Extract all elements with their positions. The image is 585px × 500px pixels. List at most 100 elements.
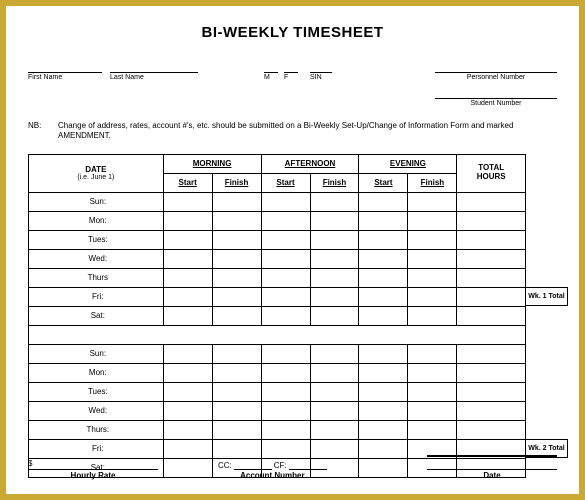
time-cell[interactable] bbox=[261, 230, 310, 249]
time-cell[interactable] bbox=[457, 306, 526, 325]
time-cell[interactable] bbox=[212, 211, 261, 230]
cc-input[interactable] bbox=[234, 458, 272, 470]
hourly-rate-input[interactable]: $ bbox=[28, 456, 158, 470]
time-cell[interactable] bbox=[408, 420, 457, 439]
time-cell[interactable] bbox=[408, 268, 457, 287]
time-cell[interactable] bbox=[457, 382, 526, 401]
time-cell[interactable] bbox=[261, 363, 310, 382]
time-cell[interactable] bbox=[212, 230, 261, 249]
time-cell[interactable] bbox=[310, 420, 359, 439]
time-cell[interactable] bbox=[212, 344, 261, 363]
time-cell[interactable] bbox=[163, 249, 212, 268]
time-cell[interactable] bbox=[163, 363, 212, 382]
gender-m-input[interactable] bbox=[264, 61, 278, 73]
time-cell[interactable] bbox=[359, 382, 408, 401]
time-cell[interactable] bbox=[163, 420, 212, 439]
time-cell[interactable] bbox=[457, 211, 526, 230]
time-cell[interactable] bbox=[261, 268, 310, 287]
time-cell[interactable] bbox=[310, 230, 359, 249]
cf-input[interactable] bbox=[289, 458, 327, 470]
time-cell[interactable] bbox=[261, 382, 310, 401]
time-cell[interactable] bbox=[359, 287, 408, 306]
timesheet-page: BI-WEEKLY TIMESHEET First Name Last Name… bbox=[6, 6, 579, 494]
time-cell[interactable] bbox=[408, 306, 457, 325]
time-cell[interactable] bbox=[310, 268, 359, 287]
time-cell[interactable] bbox=[163, 306, 212, 325]
time-cell[interactable] bbox=[359, 420, 408, 439]
time-cell[interactable] bbox=[212, 382, 261, 401]
last-name-input[interactable] bbox=[110, 61, 198, 73]
time-cell[interactable] bbox=[359, 363, 408, 382]
time-cell[interactable] bbox=[408, 287, 457, 306]
time-cell[interactable] bbox=[457, 268, 526, 287]
time-cell[interactable] bbox=[359, 306, 408, 325]
time-cell[interactable] bbox=[212, 363, 261, 382]
time-cell[interactable] bbox=[457, 230, 526, 249]
time-cell[interactable] bbox=[163, 211, 212, 230]
time-cell[interactable] bbox=[212, 420, 261, 439]
time-cell[interactable] bbox=[310, 192, 359, 211]
time-cell[interactable] bbox=[212, 268, 261, 287]
time-cell[interactable] bbox=[261, 192, 310, 211]
time-cell[interactable] bbox=[408, 401, 457, 420]
time-cell[interactable] bbox=[457, 401, 526, 420]
time-cell[interactable] bbox=[359, 268, 408, 287]
time-cell[interactable] bbox=[310, 363, 359, 382]
time-cell[interactable] bbox=[163, 192, 212, 211]
account-number-label: Account Number bbox=[218, 471, 327, 480]
time-cell[interactable] bbox=[310, 306, 359, 325]
time-cell[interactable] bbox=[310, 401, 359, 420]
time-cell[interactable] bbox=[408, 363, 457, 382]
date-input[interactable] bbox=[427, 456, 557, 470]
time-cell[interactable] bbox=[310, 211, 359, 230]
time-cell[interactable] bbox=[408, 230, 457, 249]
time-cell[interactable] bbox=[163, 344, 212, 363]
time-cell[interactable] bbox=[261, 287, 310, 306]
time-cell[interactable] bbox=[310, 382, 359, 401]
time-cell[interactable] bbox=[163, 401, 212, 420]
time-cell[interactable] bbox=[163, 287, 212, 306]
time-cell[interactable] bbox=[457, 287, 526, 306]
time-cell[interactable] bbox=[359, 249, 408, 268]
time-cell[interactable] bbox=[359, 401, 408, 420]
time-cell[interactable] bbox=[408, 344, 457, 363]
time-cell[interactable] bbox=[457, 363, 526, 382]
time-cell[interactable] bbox=[408, 192, 457, 211]
time-cell[interactable] bbox=[457, 420, 526, 439]
time-cell[interactable] bbox=[163, 268, 212, 287]
time-cell[interactable] bbox=[359, 230, 408, 249]
gender-f-input[interactable] bbox=[284, 61, 298, 73]
time-cell[interactable] bbox=[359, 192, 408, 211]
time-cell[interactable] bbox=[261, 211, 310, 230]
time-cell[interactable] bbox=[163, 382, 212, 401]
time-cell[interactable] bbox=[212, 401, 261, 420]
day-label: Thurs: bbox=[29, 420, 164, 439]
time-cell[interactable] bbox=[310, 344, 359, 363]
personnel-number-input[interactable] bbox=[435, 61, 557, 73]
time-cell[interactable] bbox=[212, 306, 261, 325]
time-cell[interactable] bbox=[408, 382, 457, 401]
header-row-1: First Name Last Name M F SIN Personnel N… bbox=[28, 61, 557, 81]
time-cell[interactable] bbox=[261, 401, 310, 420]
sin-input[interactable] bbox=[310, 61, 332, 73]
time-cell[interactable] bbox=[408, 211, 457, 230]
student-number-input[interactable] bbox=[435, 87, 557, 99]
gender-f-label: F bbox=[284, 74, 298, 81]
time-cell[interactable] bbox=[359, 344, 408, 363]
first-name-input[interactable] bbox=[28, 61, 102, 73]
time-cell[interactable] bbox=[261, 249, 310, 268]
time-cell[interactable] bbox=[408, 249, 457, 268]
time-cell[interactable] bbox=[212, 192, 261, 211]
time-cell[interactable] bbox=[261, 420, 310, 439]
time-cell[interactable] bbox=[212, 287, 261, 306]
time-cell[interactable] bbox=[457, 344, 526, 363]
time-cell[interactable] bbox=[261, 306, 310, 325]
time-cell[interactable] bbox=[163, 230, 212, 249]
time-cell[interactable] bbox=[359, 211, 408, 230]
time-cell[interactable] bbox=[457, 192, 526, 211]
time-cell[interactable] bbox=[457, 249, 526, 268]
time-cell[interactable] bbox=[261, 344, 310, 363]
time-cell[interactable] bbox=[310, 287, 359, 306]
time-cell[interactable] bbox=[212, 249, 261, 268]
time-cell[interactable] bbox=[310, 249, 359, 268]
